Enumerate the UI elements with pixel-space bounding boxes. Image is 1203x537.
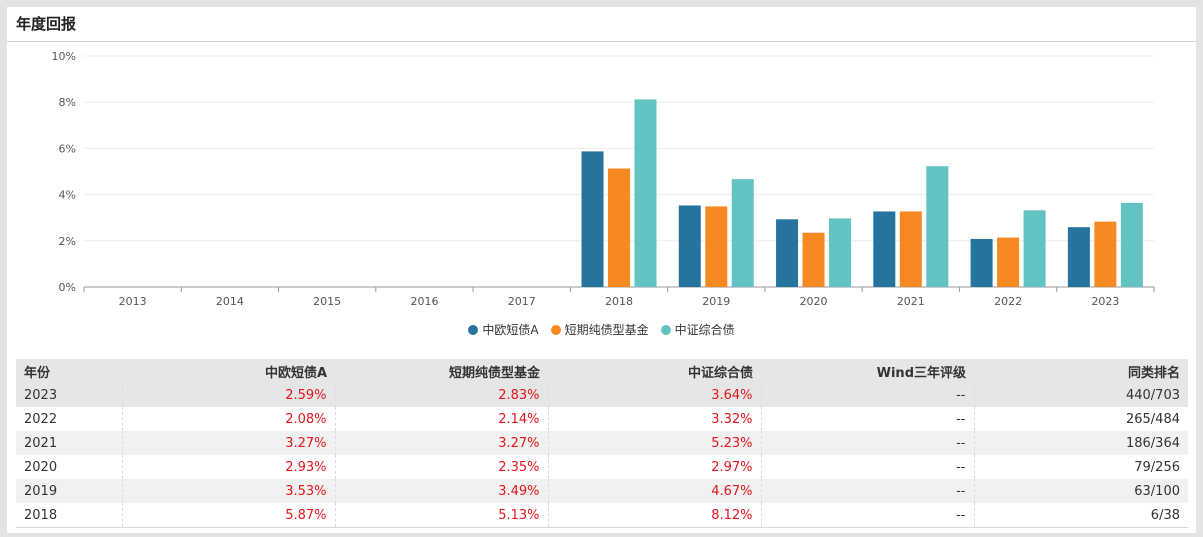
table-cell: 265/484	[973, 407, 1188, 431]
x-tick-label: 2017	[508, 295, 536, 308]
legend-label: 中欧短债A	[482, 323, 539, 337]
table-cell: 2019	[16, 479, 122, 503]
column-header: Wind三年评级	[761, 359, 974, 383]
bar-2-2018	[608, 168, 630, 287]
bar-2-2019	[705, 206, 728, 287]
bar-1-2019	[678, 205, 701, 287]
x-tick-label: 2015	[313, 295, 341, 308]
column-header: 短期纯债型基金	[335, 359, 548, 383]
table-cell: 2.08%	[121, 407, 335, 431]
panel-title: 年度回报	[16, 15, 77, 33]
bar-1-2018	[581, 151, 604, 287]
table-row: 2021 3.27% 3.27% 5.23% -- 186/364	[16, 431, 1188, 455]
legend-label: 短期纯债型基金	[564, 323, 649, 337]
legend-label: 中证综合债	[674, 323, 735, 337]
table-cell: 186/364	[973, 431, 1188, 455]
table-cell: --	[760, 455, 974, 479]
table-cell: 5.13%	[334, 503, 548, 528]
x-tick-label: 2014	[216, 295, 244, 308]
table-row: 2019 3.53% 3.49% 4.67% -- 63/100	[16, 479, 1188, 503]
table-cell: 63/100	[973, 479, 1188, 503]
table-cell: 6/38	[973, 503, 1188, 528]
table-header-row: 年份 中欧短债A 短期纯债型基金 中证综合债 Wind三年评级 同类排名	[16, 359, 1188, 383]
legend-marker-icon	[468, 325, 479, 335]
table-cell: 3.27%	[121, 431, 335, 455]
x-tick-label: 2013	[119, 295, 147, 308]
legend-item-1[interactable]: 中欧短债A	[468, 321, 539, 338]
table-cell: 3.53%	[121, 479, 335, 503]
x-tick-label: 2023	[1091, 295, 1119, 308]
table-cell: 2.35%	[334, 455, 548, 479]
column-header: 中欧短债A	[122, 359, 335, 383]
y-tick-label: 8%	[59, 96, 76, 109]
table-row: 2023 2.59% 2.83% 3.64% -- 440/703	[16, 383, 1188, 407]
table-cell: 2021	[16, 431, 122, 455]
y-tick-label: 0%	[59, 281, 76, 294]
bar-3-2021	[926, 166, 949, 287]
bar-3-2023	[1120, 202, 1143, 287]
legend-item-3[interactable]: 中证综合债	[660, 321, 735, 338]
table-cell: 5.87%	[121, 503, 335, 528]
bar-2-2022	[997, 237, 1020, 287]
y-tick-label: 2%	[59, 235, 76, 248]
table-cell: 4.67%	[547, 479, 761, 503]
bar-3-2018	[634, 99, 657, 287]
x-tick-label: 2020	[800, 295, 828, 308]
table-row: 2020 2.93% 2.35% 2.97% -- 79/256	[16, 455, 1188, 479]
bar-3-2022	[1023, 210, 1046, 287]
table-cell: 2.83%	[334, 383, 548, 407]
table-cell: 3.32%	[547, 407, 761, 431]
bar-1-2023	[1067, 227, 1090, 287]
x-tick-label: 2016	[410, 295, 438, 308]
table-cell: --	[760, 407, 974, 431]
table-cell: 79/256	[973, 455, 1188, 479]
table-cell: --	[760, 431, 974, 455]
chart-legend: 中欧短债A 短期纯债型基金 中证综合债	[7, 321, 1196, 338]
table-cell: 2.97%	[547, 455, 761, 479]
annual-return-panel: 年度回报 0% 2% 4% 6% 8% 10% 2013 2014 2015 2016 2017 20…	[7, 7, 1196, 533]
x-tick-label: 2022	[994, 295, 1022, 308]
table-cell: 2.93%	[121, 455, 335, 479]
annual-return-chart: 0% 2% 4% 6% 8% 10% 2013 2014 2015 2016 2017 2018 201…	[52, 50, 1155, 308]
column-header: 同类排名	[974, 359, 1188, 383]
table-cell: 3.27%	[334, 431, 548, 455]
x-tick-label: 2021	[897, 295, 925, 308]
table-cell: 2023	[16, 383, 122, 407]
bar-1-2021	[873, 211, 896, 287]
legend-marker-icon	[550, 325, 561, 335]
bar-3-2019	[731, 179, 754, 287]
y-tick-label: 10%	[52, 50, 76, 63]
bar-3-2020	[829, 218, 852, 287]
table-cell: --	[760, 503, 974, 528]
table-cell: 440/703	[973, 383, 1188, 407]
y-tick-label: 6%	[59, 142, 76, 155]
column-header: 中证综合债	[548, 359, 761, 383]
table-cell: 2.59%	[121, 383, 335, 407]
table-row: 2018 5.87% 5.13% 8.12% -- 6/38	[16, 503, 1188, 528]
annual-return-table: 年份 中欧短债A 短期纯债型基金 中证综合债 Wind三年评级 同类排名 2023 2.59…	[16, 359, 1188, 528]
y-tick-label: 4%	[59, 189, 76, 202]
table-cell: 2022	[24, 411, 58, 427]
bar-1-2022	[970, 238, 993, 287]
bar-2-2021	[899, 211, 922, 287]
column-header: 年份	[16, 359, 122, 383]
table-cell: 8.12%	[547, 503, 761, 528]
x-tick-label: 2018	[605, 295, 633, 308]
bar-2-2023	[1094, 221, 1117, 287]
table-cell: 2018	[16, 503, 122, 528]
table-row: 2022 2.08% 2.14% 3.32% -- 265/484	[16, 407, 1188, 431]
title-divider	[7, 41, 1196, 42]
table-cell: 5.23%	[547, 431, 761, 455]
table-cell: 2.14%	[334, 407, 548, 431]
legend-marker-icon	[660, 325, 671, 335]
table-cell: --	[760, 479, 974, 503]
bar-2-2020	[802, 232, 825, 287]
bar-1-2020	[776, 219, 799, 287]
x-tick-label: 2019	[702, 295, 730, 308]
table-cell: 3.64%	[547, 383, 761, 407]
table-cell: 2020	[24, 459, 58, 475]
legend-item-2[interactable]: 短期纯债型基金	[550, 321, 649, 338]
table-cell: --	[760, 383, 974, 407]
table-cell: 3.49%	[334, 479, 548, 503]
